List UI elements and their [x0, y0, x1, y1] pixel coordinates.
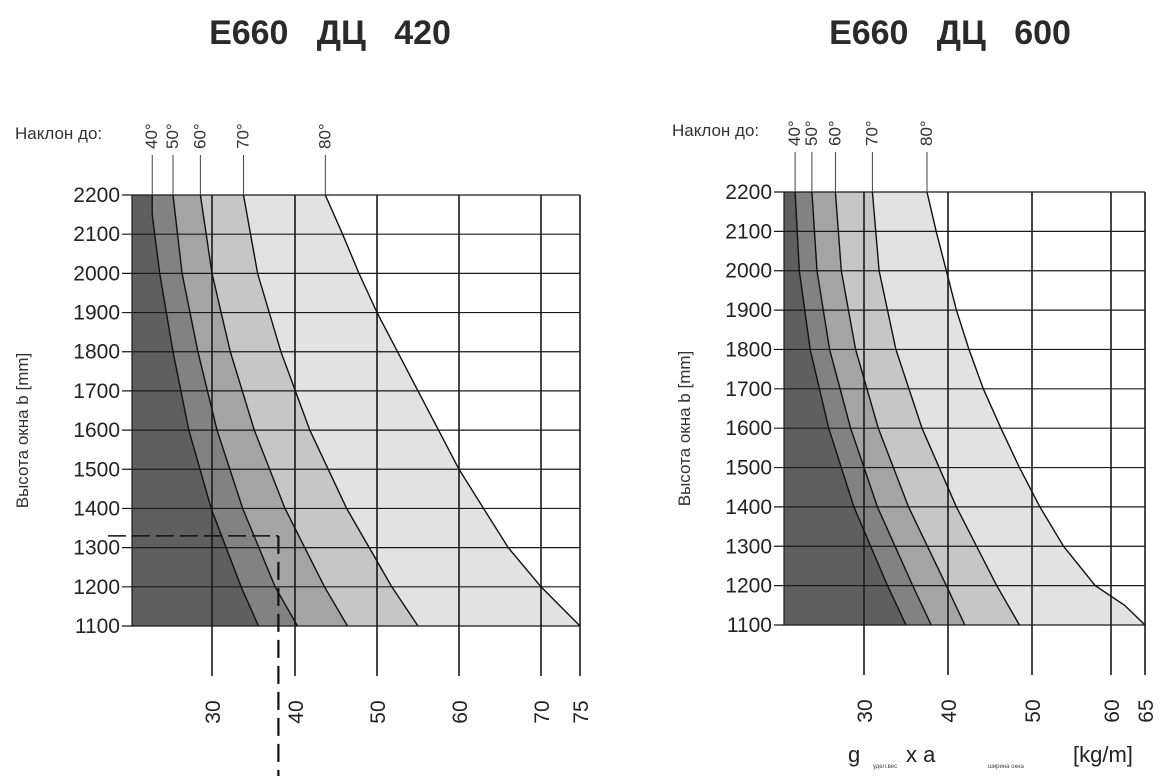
right-region-3 — [835, 192, 1020, 625]
right-y-tick-label: 1300 — [725, 535, 772, 558]
x-label-sub-1: удел.вес — [873, 764, 897, 770]
left-y-tick-label: 2000 — [73, 262, 120, 285]
right-y-tick-label: 1400 — [725, 496, 772, 519]
right-angle-label-1: 50° — [802, 120, 821, 146]
x-label-g: g — [848, 742, 860, 767]
left-y-tick-label: 1400 — [73, 497, 120, 520]
left-y-tick-label: 1300 — [73, 537, 120, 560]
left-x-tick-label: 30 — [202, 700, 225, 723]
right-y-tick-label: 1200 — [725, 575, 772, 598]
left-angle-label-1: 50° — [163, 123, 182, 149]
right-region-2 — [811, 192, 965, 625]
right-y-tick-label: 1600 — [725, 417, 772, 440]
x-label-mid: x a — [906, 742, 936, 767]
right-slope-label: Наклон до: — [672, 121, 759, 140]
right-angle-label-2: 60° — [825, 120, 844, 146]
left-x-tick-label: 40 — [285, 700, 308, 723]
right-chart: 1100 1200 1300 1400 1500 1600 1700 1800 1900 2000… — [672, 120, 1158, 770]
left-y-tick-label: 1600 — [73, 419, 120, 442]
right-y-axis-label: Высота окна b [mm] — [675, 351, 694, 507]
chart-title-right: E660 ДЦ 600 — [829, 14, 1071, 52]
right-y-tick-label: 1900 — [725, 299, 772, 322]
right-angle-label-0: 40° — [785, 120, 804, 146]
right-curve-4 — [926, 191, 1146, 626]
left-y-tick-label: 2200 — [73, 184, 120, 207]
right-y-tick-label: 2000 — [725, 260, 772, 283]
right-curve-1 — [811, 191, 932, 626]
left-x-tick-label: 75 — [570, 700, 593, 723]
right-y-tick-label: 1100 — [727, 614, 772, 637]
left-curve-4 — [324, 194, 581, 627]
left-curve-2 — [199, 194, 349, 627]
x-label-unit: [kg/m] — [1073, 742, 1133, 767]
right-x-tick-label: 50 — [1022, 699, 1045, 722]
left-y-tick-label: 1200 — [73, 576, 120, 599]
left-slope-label: Наклон до: — [15, 124, 102, 143]
left-y-axis-label: Высота окна b [mm] — [13, 353, 32, 509]
right-region-4 — [872, 192, 1145, 625]
right-y-tick-label: 2200 — [725, 181, 772, 204]
left-angle-label-4: 80° — [315, 123, 334, 149]
right-curve-2 — [834, 191, 966, 626]
left-y-tick-label: 2100 — [73, 223, 120, 246]
right-region-1 — [795, 192, 932, 625]
left-curve-1 — [172, 194, 299, 627]
left-region-0 — [132, 195, 259, 626]
left-angle-label-3: 70° — [234, 123, 253, 149]
left-region-3 — [200, 195, 418, 626]
right-x-tick-label: 60 — [1101, 699, 1124, 722]
left-chart: 1100 1200 1300 1400 1500 1600 1700 1800 1900 2000… — [13, 123, 593, 776]
right-curve-3 — [871, 191, 1021, 626]
right-x-tick-label: 65 — [1135, 699, 1158, 722]
left-y-tick-label: 1800 — [73, 341, 120, 364]
x-label-sub-2: ширина окна — [988, 764, 1024, 770]
left-x-tick-label: 60 — [449, 700, 472, 723]
right-curve-0 — [794, 191, 907, 626]
left-angle-label-2: 60° — [190, 123, 209, 149]
right-x-tick-label: 30 — [854, 699, 877, 722]
left-curve-0 — [151, 195, 260, 627]
left-x-tick-label: 50 — [367, 700, 390, 723]
right-y-tick-label: 1500 — [725, 457, 772, 480]
right-x-tick-label: 40 — [938, 699, 961, 722]
right-y-tick-label: 2100 — [725, 220, 772, 243]
right-angle-label-4: 80° — [917, 120, 936, 146]
left-y-tick-label: 1500 — [73, 458, 120, 481]
right-region-0 — [784, 192, 906, 625]
right-y-tick-label: 1800 — [725, 338, 772, 361]
left-x-tick-label: 70 — [531, 700, 554, 723]
left-region-1 — [152, 195, 298, 626]
left-y-tick-label: 1100 — [75, 615, 120, 638]
left-angle-label-0: 40° — [142, 123, 161, 149]
left-region-4 — [243, 195, 580, 626]
left-y-tick-label: 1900 — [73, 302, 120, 325]
left-y-tick-label: 1700 — [73, 380, 120, 403]
right-y-tick-label: 1700 — [725, 378, 772, 401]
right-angle-label-3: 70° — [862, 120, 881, 146]
left-region-2 — [173, 195, 348, 626]
left-curve-3 — [242, 194, 419, 627]
chart-title-left: E660 ДЦ 420 — [209, 14, 451, 52]
